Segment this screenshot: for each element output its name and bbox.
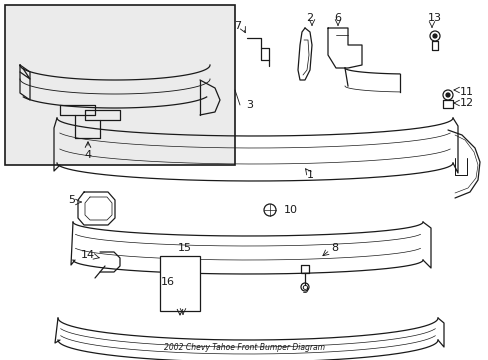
Text: 7: 7 — [234, 21, 241, 31]
Text: 3: 3 — [245, 100, 252, 110]
Text: 14: 14 — [81, 250, 95, 260]
Circle shape — [432, 34, 436, 38]
Text: 12: 12 — [459, 98, 473, 108]
Text: 5: 5 — [68, 195, 75, 205]
Text: 1: 1 — [306, 170, 313, 180]
Circle shape — [445, 93, 449, 97]
Bar — [5, 5, 235, 165]
Bar — [160, 256, 200, 311]
Text: 10: 10 — [284, 205, 297, 215]
Text: 8: 8 — [331, 243, 338, 253]
Text: 2002 Chevy Tahoe Front Bumper Diagram: 2002 Chevy Tahoe Front Bumper Diagram — [163, 343, 324, 352]
Text: 15: 15 — [178, 243, 192, 253]
Text: 16: 16 — [161, 277, 175, 287]
Text: 9: 9 — [301, 285, 308, 295]
Text: 4: 4 — [84, 150, 91, 160]
Text: 6: 6 — [334, 13, 341, 23]
Text: 13: 13 — [427, 13, 441, 23]
Text: 11: 11 — [459, 87, 473, 97]
Text: 2: 2 — [306, 13, 313, 23]
